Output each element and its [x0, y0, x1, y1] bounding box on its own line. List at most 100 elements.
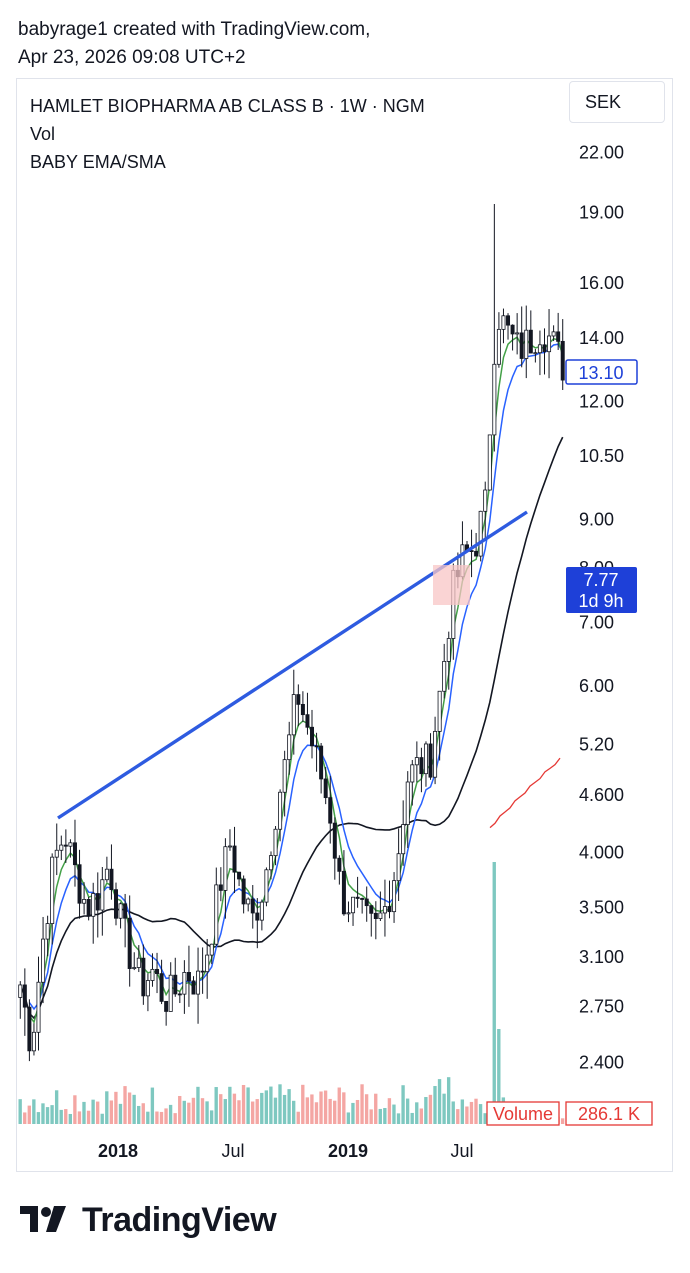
time-tick-label: 2019: [328, 1141, 368, 1161]
candle-body: [414, 757, 419, 766]
chart-panel[interactable]: [16, 78, 673, 1172]
timestamp-line: Apr 23, 2026 09:08 UTC+2: [18, 47, 246, 68]
candle-body: [401, 824, 406, 855]
volume-bar: [419, 1108, 423, 1124]
price-axis: 22.0019.0016.0014.0012.0010.509.008.007.…: [579, 142, 624, 1123]
candle-body: [209, 943, 214, 956]
volume-bar: [378, 1108, 382, 1124]
candle-body: [433, 730, 438, 778]
volume-bar: [127, 1092, 132, 1124]
candle-body: [364, 898, 369, 907]
volume-label-text: Volume: [493, 1104, 553, 1124]
candle-body: [68, 842, 73, 847]
volume-bar: [560, 1118, 565, 1124]
candle-body: [22, 984, 27, 1008]
price-tick-label: 19.00: [579, 203, 624, 223]
volume-bar: [415, 1102, 419, 1124]
candle-body: [255, 912, 260, 921]
price-tick-label: 12.00: [579, 391, 624, 411]
volume-bar: [383, 1107, 387, 1124]
trendline: [57, 510, 528, 820]
volume-bar: [68, 1113, 72, 1124]
volume-bar: [182, 1100, 186, 1124]
volume-bar: [483, 1113, 487, 1124]
volume-bar: [109, 1100, 114, 1124]
volume-bar: [319, 1091, 323, 1124]
candle-body: [86, 899, 91, 917]
candle-body: [369, 905, 374, 914]
candle-body: [496, 328, 501, 365]
candle-body: [45, 923, 50, 940]
volume-bar: [159, 1111, 164, 1124]
volume-bar: [228, 1086, 232, 1124]
candle-body: [168, 974, 173, 1012]
candle-body: [59, 844, 64, 851]
volume-bar: [469, 1101, 474, 1124]
price-tick-label: 6.00: [579, 676, 614, 696]
candle-body: [506, 315, 511, 326]
candle-body: [136, 957, 141, 968]
volume-bar: [442, 1093, 446, 1124]
candle-body: [314, 745, 319, 748]
price-tick-label: 2.750: [579, 996, 624, 1016]
volume-bar: [451, 1101, 455, 1124]
volume-bar: [478, 1104, 483, 1124]
ema-sma-indicator-label[interactable]: BABY EMA/SMA: [30, 152, 166, 172]
volume-bar: [351, 1102, 355, 1124]
candle-body: [428, 743, 433, 778]
candle-body: [173, 974, 178, 995]
symbol-title[interactable]: HAMLET BIOPHARMA AB CLASS B · 1W · NGM: [30, 96, 425, 116]
volume-bar: [54, 1090, 59, 1124]
volume-bar: [214, 1087, 218, 1124]
candle-body: [437, 690, 442, 732]
candle-body: [355, 896, 360, 899]
candle-body: [551, 331, 556, 337]
candle-body: [273, 828, 278, 857]
volume-bar: [155, 1111, 159, 1124]
last-price-label: 13.10: [565, 359, 638, 385]
volume-bar: [91, 1099, 95, 1124]
time-tick-label: Jul: [450, 1141, 473, 1161]
volume-bar: [237, 1100, 241, 1124]
volume-bar: [396, 1113, 401, 1124]
volume-bar: [146, 1111, 150, 1124]
candle-body: [246, 898, 251, 905]
volume-bar: [205, 1101, 209, 1124]
candle-body: [378, 912, 383, 919]
volume-bar: [250, 1101, 255, 1124]
time-tick-label: 2018: [98, 1141, 138, 1161]
currency-button[interactable]: SEK: [569, 81, 665, 123]
candle-body: [18, 984, 23, 998]
volume-bar: [273, 1097, 278, 1124]
candle-body: [118, 903, 123, 919]
price-tick-label: 3.100: [579, 947, 624, 967]
volume-bar: [105, 1091, 109, 1124]
volume-bar: [323, 1090, 328, 1124]
candle-body: [268, 855, 273, 871]
candle-body: [200, 970, 205, 973]
price-tick-label: 5.20: [579, 735, 614, 755]
volume-bar: [392, 1104, 396, 1124]
candle-body: [72, 842, 77, 866]
candle-body: [483, 489, 488, 512]
volume-bar: [200, 1098, 205, 1124]
volume-bar: [141, 1103, 145, 1124]
candle-body: [528, 329, 533, 354]
volume-bar: [164, 1108, 168, 1124]
candle-body: [141, 957, 146, 997]
volume-bars: [18, 862, 565, 1124]
candle-body: [492, 363, 497, 436]
volume-bar: [428, 1094, 433, 1124]
volume-bar: [465, 1106, 469, 1124]
highlight-box: [433, 565, 470, 605]
volume-bar: [296, 1111, 300, 1124]
candle-body: [351, 896, 356, 914]
volume-bar: [86, 1110, 91, 1124]
candle-body: [109, 868, 114, 891]
volume-indicator-label[interactable]: Vol: [30, 124, 56, 144]
volume-bar: [73, 1095, 77, 1124]
price-tick-label: 2.400: [579, 1052, 624, 1072]
volume-bar: [342, 1092, 346, 1124]
